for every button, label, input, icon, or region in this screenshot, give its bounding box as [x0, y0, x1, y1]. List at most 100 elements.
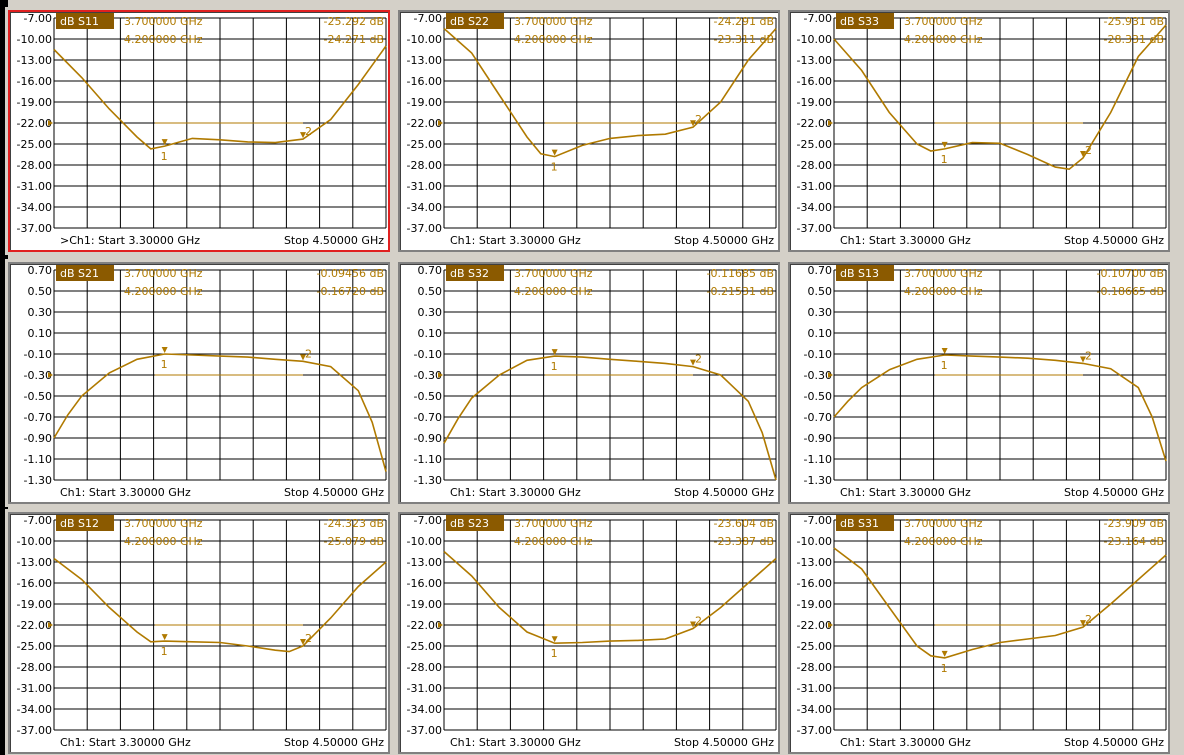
marker-1-symbol[interactable] — [551, 636, 558, 643]
trace-panel-s21[interactable]: 0.70 0.50 0.30 0.10 -0.10 -0.30 -0.50 -0.70 -0.9… — [8, 262, 390, 504]
channel-start-frequency: Ch1: Start 3.30000 GHz — [450, 486, 581, 499]
marker-1-symbol[interactable] — [161, 634, 168, 641]
reference-level-marker[interactable] — [828, 120, 833, 126]
trace-panel-s11[interactable]: -7.00 -10.00 -13.00 -16.00 -19.00 -22.00 -25.0… — [8, 10, 390, 252]
y-tick-label: -16.00 — [17, 75, 52, 88]
y-tick-label: -0.10 — [24, 348, 52, 361]
reference-level-marker[interactable] — [48, 120, 53, 126]
trace-label-badge[interactable] — [56, 515, 114, 531]
y-tick-label: -0.90 — [804, 432, 832, 445]
trace-label-badge[interactable] — [836, 515, 894, 531]
trace-label: dB S31 — [840, 517, 879, 530]
reference-level-marker[interactable] — [828, 372, 833, 378]
trace-panel-s32[interactable]: 0.70 0.50 0.30 0.10 -0.10 -0.30 -0.50 -0.70 -0.9… — [398, 262, 780, 504]
marker-1-value: -0.11685 dB — [707, 267, 774, 280]
y-tick-label: -28.00 — [17, 661, 52, 674]
marker-1-symbol[interactable] — [941, 141, 948, 148]
trace-panel-s23[interactable]: -7.00 -10.00 -13.00 -16.00 -19.00 -22.00 -25.0… — [398, 512, 780, 754]
marker-2-number: 2 — [1085, 613, 1092, 626]
trace-plot-s13: 0.70 0.50 0.30 0.10 -0.10 -0.30 -0.50 -0.70 -0.9… — [804, 264, 1167, 499]
marker-1-symbol[interactable] — [551, 349, 558, 356]
y-tick-label: -34.00 — [17, 201, 52, 214]
trace-line — [443, 355, 777, 481]
y-tick-label: 0.10 — [808, 327, 833, 340]
channel-start-frequency: Ch1: Start 3.30000 GHz — [840, 736, 971, 749]
marker-1-symbol[interactable] — [941, 348, 948, 355]
y-tick-label: -22.00 — [17, 619, 52, 632]
trace-label-badge[interactable] — [446, 515, 504, 531]
y-tick-label: -10.00 — [407, 33, 442, 46]
y-tick-label: -7.00 — [414, 12, 442, 25]
reference-level-marker[interactable] — [828, 622, 833, 628]
y-tick-label: -0.70 — [804, 411, 832, 424]
trace-panel-s22[interactable]: -7.00 -10.00 -13.00 -16.00 -19.00 -22.00 -25.0… — [398, 10, 780, 252]
trace-label-badge[interactable] — [836, 265, 894, 281]
trace-line — [833, 354, 1167, 462]
y-tick-label: 0.30 — [28, 306, 53, 319]
trace-panel-s33[interactable]: -7.00 -10.00 -13.00 -16.00 -19.00 -22.00 -25.0… — [788, 10, 1170, 252]
trace-label-badge[interactable] — [56, 265, 114, 281]
marker-1-symbol[interactable] — [161, 139, 168, 146]
trace-plot-s12: -7.00 -10.00 -13.00 -16.00 -19.00 -22.00 -25.0… — [17, 514, 387, 749]
y-tick-label: -28.00 — [797, 661, 832, 674]
marker-1-number: 1 — [551, 647, 558, 660]
channel-stop-frequency: Stop 4.50000 GHz — [1064, 234, 1164, 247]
trace-label-badge[interactable] — [56, 13, 114, 29]
y-tick-label: -25.00 — [17, 640, 52, 653]
marker-1-number: 1 — [941, 662, 948, 675]
y-tick-label: -0.70 — [414, 411, 442, 424]
trace-label-badge[interactable] — [446, 265, 504, 281]
trace-plot-s31: -7.00 -10.00 -13.00 -16.00 -19.00 -22.00 -25.0… — [797, 514, 1167, 749]
reference-level-marker[interactable] — [48, 372, 53, 378]
trace-label-badge[interactable] — [446, 13, 504, 29]
marker-2-symbol[interactable] — [690, 120, 696, 127]
marker-2-value: -23.164 dB — [1104, 535, 1164, 548]
channel-stop-frequency: Stop 4.50000 GHz — [674, 486, 774, 499]
marker-1-symbol[interactable] — [161, 347, 168, 353]
marker-2-symbol[interactable] — [690, 621, 696, 628]
y-tick-label: -37.00 — [17, 724, 52, 737]
trace-label: dB S21 — [60, 267, 99, 280]
y-tick-label: 0.70 — [418, 264, 443, 277]
marker-2-symbol[interactable] — [300, 354, 306, 361]
trace-label: dB S22 — [450, 15, 489, 28]
y-tick-label: -7.00 — [24, 12, 52, 25]
y-tick-label: -0.10 — [804, 348, 832, 361]
marker-2-number: 2 — [1085, 144, 1092, 157]
channel-start-frequency: Ch1: Start 3.30000 GHz — [450, 234, 581, 247]
trace-line — [53, 353, 387, 472]
y-tick-label: -34.00 — [17, 703, 52, 716]
marker-1-symbol[interactable] — [941, 650, 948, 657]
reference-level-marker[interactable] — [438, 120, 443, 126]
marker-1-symbol[interactable] — [551, 149, 558, 156]
y-tick-label: -25.00 — [797, 640, 832, 653]
trace-panel-s13[interactable]: 0.70 0.50 0.30 0.10 -0.10 -0.30 -0.50 -0.70 -0.9… — [788, 262, 1170, 504]
y-tick-label: -16.00 — [407, 577, 442, 590]
marker-2-symbol[interactable] — [1080, 356, 1086, 363]
y-tick-label: -1.10 — [414, 453, 442, 466]
trace-panel-s31[interactable]: -7.00 -10.00 -13.00 -16.00 -19.00 -22.00 -25.0… — [788, 512, 1170, 754]
marker-1-value: -24.323 dB — [324, 517, 384, 530]
marker-2-symbol[interactable] — [300, 132, 306, 139]
marker-2-value: -0.21531 dB — [707, 285, 774, 298]
channel-start-frequency: >Ch1: Start 3.30000 GHz — [60, 234, 200, 247]
marker-2-symbol[interactable] — [1080, 151, 1086, 157]
y-tick-label: -16.00 — [17, 577, 52, 590]
marker-2-number: 2 — [305, 347, 312, 360]
trace-panel-s12[interactable]: -7.00 -10.00 -13.00 -16.00 -19.00 -22.00 -25.0… — [8, 512, 390, 754]
reference-level-marker[interactable] — [438, 372, 443, 378]
marker-2-frequency: 4.200000 GHz — [514, 285, 593, 298]
trace-label-badge[interactable] — [836, 13, 894, 29]
channel-start-frequency: Ch1: Start 3.30000 GHz — [840, 234, 971, 247]
marker-2-frequency: 4.200000 GHz — [124, 285, 203, 298]
marker-2-symbol[interactable] — [300, 639, 306, 645]
reference-level-marker[interactable] — [48, 622, 53, 628]
marker-2-symbol[interactable] — [690, 359, 696, 366]
y-tick-label: -19.00 — [407, 598, 442, 611]
reference-level-marker[interactable] — [438, 622, 443, 628]
trace-line — [53, 45, 387, 150]
marker-2-symbol[interactable] — [1080, 620, 1086, 627]
y-tick-label: -28.00 — [407, 661, 442, 674]
marker-2-frequency: 4.200000 GHz — [124, 33, 203, 46]
y-tick-label: -13.00 — [407, 54, 442, 67]
